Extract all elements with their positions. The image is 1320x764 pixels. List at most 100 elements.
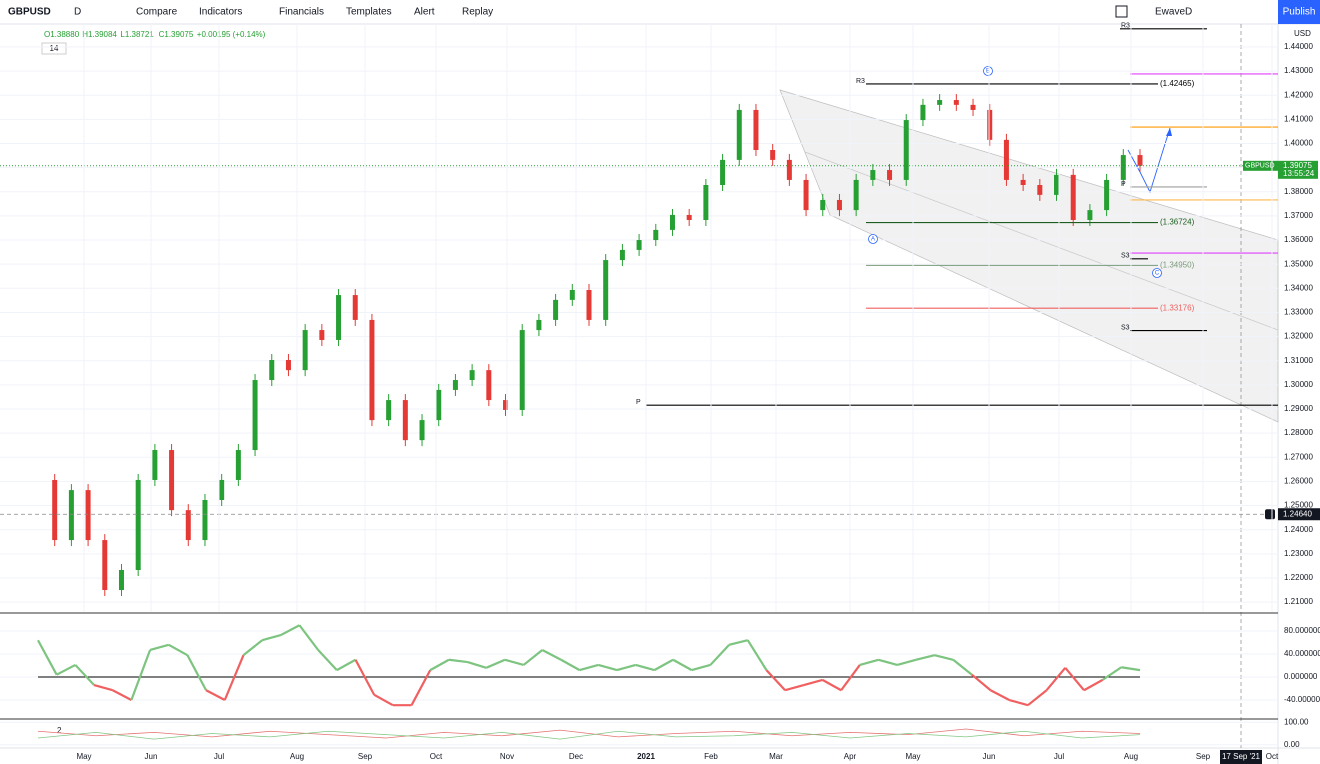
- x-tick-label: May: [905, 752, 920, 761]
- select-icon[interactable]: [1115, 5, 1128, 18]
- oscillator-segment: [223, 654, 245, 701]
- y-tick-label: 0.00: [1284, 740, 1300, 749]
- candle: [1054, 174, 1060, 195]
- crosshair-label-box: [1278, 508, 1320, 521]
- y-tick-label: 1.42000: [1284, 90, 1313, 99]
- candle: [903, 120, 909, 180]
- y-tick-label: 1.41000: [1284, 114, 1313, 123]
- candle: [152, 450, 158, 480]
- cursor-date: 17 Sep '21: [1222, 752, 1261, 761]
- indicator-badge: 14: [50, 44, 59, 53]
- candle: [369, 319, 375, 421]
- cursor-date-box: [1220, 750, 1262, 764]
- x-tick-label: Aug: [290, 752, 304, 761]
- y-tick-label: 1.37000: [1284, 211, 1313, 220]
- oscillator-segment: [74, 664, 95, 686]
- toolbar-button[interactable]: Indicators: [199, 7, 242, 18]
- y-tick-label: 1.43000: [1284, 66, 1313, 75]
- y-tick-label: 100.00: [1284, 717, 1309, 726]
- oscillator-segment: [205, 689, 226, 701]
- candle: [736, 109, 742, 160]
- candle: [85, 490, 91, 541]
- toolbar-button[interactable]: Compare: [136, 7, 178, 18]
- toolbar-button[interactable]: Replay: [462, 7, 493, 18]
- oscillator-segment: [840, 664, 861, 691]
- pivot-tag: S3: [1121, 324, 1130, 331]
- oscillator-segment: [896, 658, 917, 666]
- candle: [402, 400, 408, 441]
- toolbar-button[interactable]: Templates: [346, 7, 392, 18]
- wave-marker[interactable]: [983, 66, 993, 76]
- y-tick-label: 1.38000: [1284, 187, 1313, 196]
- oscillator-segment: [990, 689, 1010, 701]
- wave-label: B: [986, 69, 990, 75]
- oscillator-segment: [1083, 678, 1104, 692]
- last-price-box: [1278, 160, 1318, 179]
- currency[interactable]: USD: [1294, 29, 1311, 38]
- oscillator-segment: [298, 624, 320, 651]
- candle: [336, 295, 342, 340]
- toolbar-button[interactable]: Alert: [414, 7, 435, 18]
- candle: [1137, 155, 1143, 166]
- oscillator-segment: [635, 663, 655, 672]
- oscillator-segment: [354, 659, 376, 696]
- oscillator-segment: [821, 678, 842, 692]
- oscillator-segment: [728, 639, 749, 646]
- oscillator-segment: [878, 658, 898, 666]
- crosshair-label: 1.24640: [1283, 509, 1312, 518]
- channel-median: [804, 151, 1279, 331]
- candle: [285, 360, 291, 371]
- candle: [135, 479, 141, 570]
- projection-arrow[interactable]: [1127, 127, 1171, 194]
- wave-marker[interactable]: [868, 234, 878, 244]
- candle: [887, 170, 893, 180]
- candle: [1104, 179, 1110, 211]
- candle: [920, 104, 926, 121]
- y-tick-label: 1.23000: [1284, 549, 1313, 558]
- candle: [68, 490, 74, 541]
- candle: [219, 479, 225, 500]
- interval[interactable]: D: [74, 7, 81, 18]
- candle: [753, 109, 759, 150]
- candle: [386, 400, 392, 421]
- oscillator-segment: [859, 658, 879, 666]
- wave-marker[interactable]: [1152, 268, 1162, 278]
- oscillator-segment: [934, 654, 954, 661]
- x-tick-label: Jul: [1054, 752, 1064, 761]
- oscillator-segment: [1045, 667, 1067, 691]
- oscillator-segment: [616, 663, 636, 672]
- oscillator-segment: [448, 658, 468, 664]
- layout-name[interactable]: EwaveD: [1155, 7, 1192, 18]
- x-tick-label: Jun: [145, 752, 158, 761]
- oscillator-segment: [971, 673, 992, 692]
- level-label: (1.42465): [1160, 79, 1195, 88]
- candle: [820, 199, 826, 211]
- candle: [235, 450, 241, 480]
- candle: [185, 510, 191, 541]
- ohlc-value: O1.38880: [44, 30, 80, 39]
- indicator-line: [37, 728, 1141, 739]
- oscillator-segment: [373, 693, 394, 707]
- arrow-head: [1166, 128, 1172, 136]
- oscillator-segment: [1121, 666, 1141, 672]
- candle: [1037, 185, 1043, 195]
- publish-button[interactable]: [1278, 0, 1320, 24]
- symbol[interactable]: GBPUSD: [8, 7, 51, 18]
- candle: [853, 179, 859, 211]
- y-tick-label: 80.000000: [1284, 626, 1320, 635]
- x-tick-label: Apr: [844, 752, 857, 761]
- oscillator-segment: [37, 639, 58, 676]
- candle: [503, 400, 509, 410]
- toolbar-button[interactable]: Financials: [279, 7, 324, 18]
- oscillator-segment: [784, 683, 805, 692]
- y-tick-label: 1.36000: [1284, 235, 1313, 244]
- candle: [770, 150, 776, 160]
- oscillator-segment: [336, 658, 357, 672]
- x-tick-label: Nov: [500, 752, 514, 761]
- y-tick-label: 1.30000: [1284, 380, 1313, 389]
- y-tick-label: 1.34000: [1284, 283, 1313, 292]
- candle: [452, 380, 458, 390]
- y-tick-label: -40.000000: [1284, 695, 1320, 704]
- candle: [569, 290, 575, 300]
- publish-label[interactable]: Publish: [1283, 7, 1316, 18]
